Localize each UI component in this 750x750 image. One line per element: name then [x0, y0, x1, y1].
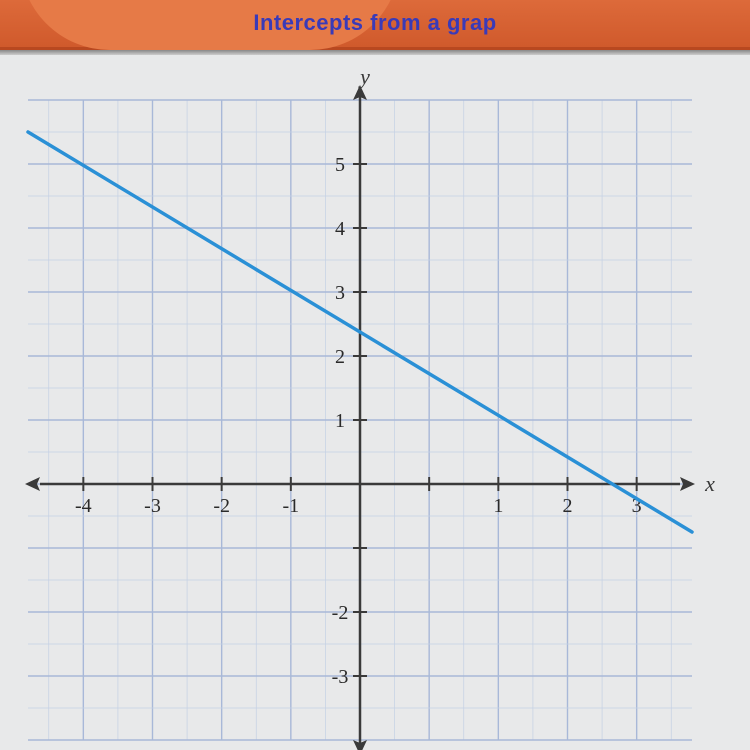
top-banner: Intercepts from a grap — [0, 0, 750, 50]
chart-container: -4-3-2-1123-3-212345yx — [0, 55, 750, 750]
y-tick-label: 2 — [335, 346, 345, 368]
x-tick-label: 1 — [493, 495, 503, 517]
x-tick-label: -2 — [213, 495, 230, 517]
y-axis-label: y — [358, 70, 370, 89]
y-tick-label: 4 — [335, 218, 345, 240]
x-tick-label: -1 — [282, 495, 299, 517]
x-tick-label: -3 — [144, 495, 161, 517]
y-tick-label: -3 — [332, 666, 349, 688]
y-tick-label: 1 — [335, 410, 345, 432]
banner-title: Intercepts from a grap — [0, 10, 750, 36]
coordinate-graph: -4-3-2-1123-3-212345yx — [18, 70, 732, 750]
x-tick-label: 2 — [563, 495, 573, 517]
x-tick-label: -4 — [75, 495, 92, 517]
y-tick-label: 3 — [335, 282, 345, 304]
y-tick-label: -2 — [332, 602, 349, 624]
x-axis-label: x — [704, 471, 715, 496]
y-tick-label: 5 — [335, 154, 345, 176]
